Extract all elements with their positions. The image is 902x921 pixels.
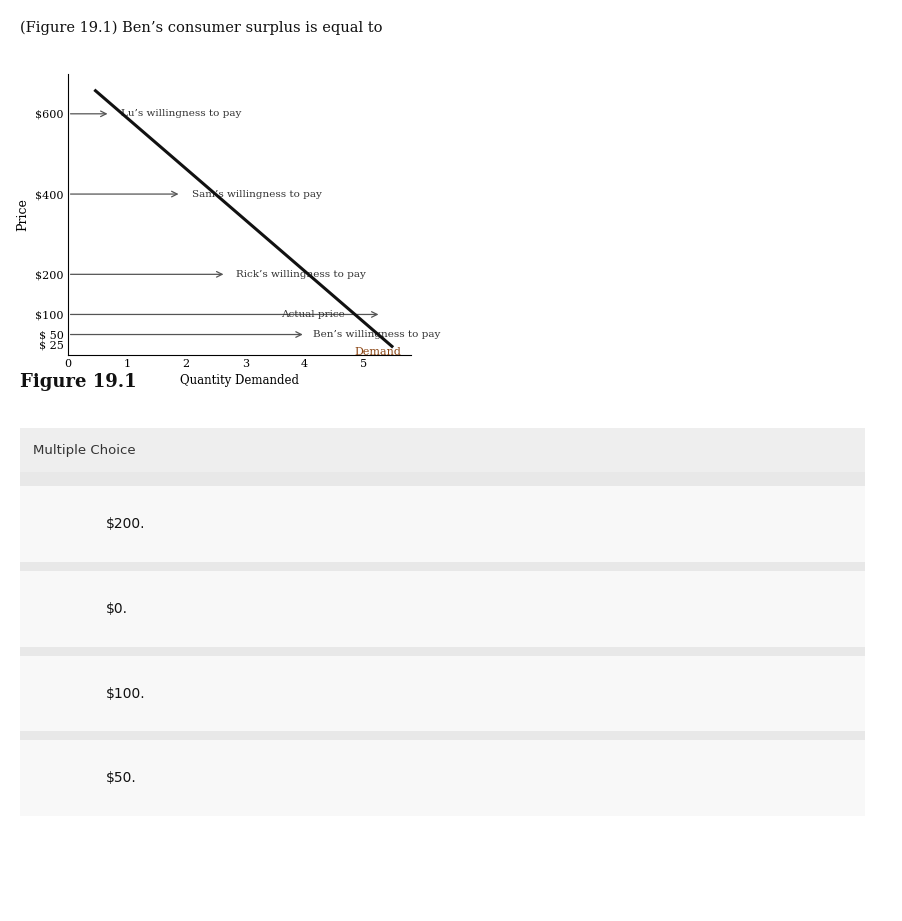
Text: $0.: $0. bbox=[106, 601, 127, 616]
Text: $100.: $100. bbox=[106, 686, 145, 701]
Text: $200.: $200. bbox=[106, 517, 145, 531]
Text: Figure 19.1: Figure 19.1 bbox=[20, 373, 136, 391]
Text: $50.: $50. bbox=[106, 771, 136, 786]
Text: Actual price: Actual price bbox=[281, 310, 344, 319]
Text: Rick’s willingness to pay: Rick’s willingness to pay bbox=[236, 270, 366, 279]
Text: Demand: Demand bbox=[354, 347, 401, 357]
Text: (Figure 19.1) Ben’s consumer surplus is equal to: (Figure 19.1) Ben’s consumer surplus is … bbox=[20, 20, 382, 35]
Text: Lu’s willingness to pay: Lu’s willingness to pay bbox=[121, 110, 241, 118]
Text: Multiple Choice: Multiple Choice bbox=[33, 444, 136, 457]
Text: Sam’s willingness to pay: Sam’s willingness to pay bbox=[192, 190, 321, 199]
X-axis label: Quantity Demanded: Quantity Demanded bbox=[179, 374, 299, 388]
Y-axis label: Price: Price bbox=[16, 198, 30, 230]
Text: Ben’s willingness to pay: Ben’s willingness to pay bbox=[313, 330, 440, 339]
